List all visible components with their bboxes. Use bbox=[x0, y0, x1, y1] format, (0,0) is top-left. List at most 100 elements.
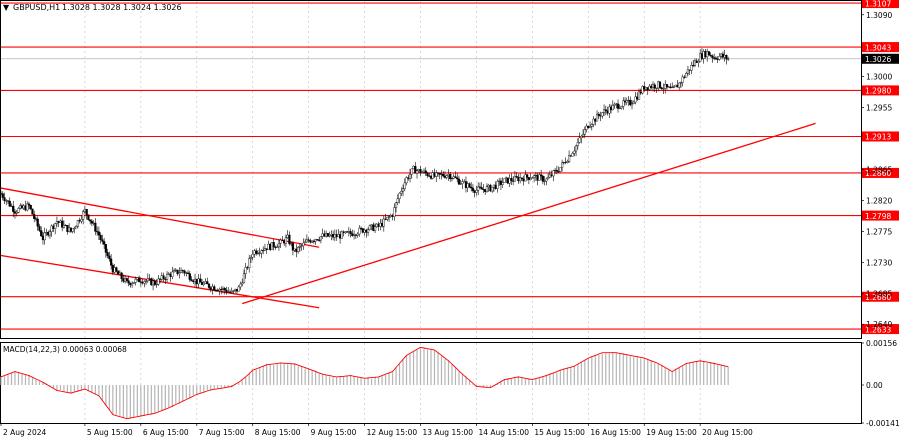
candle-body bbox=[90, 220, 93, 224]
candle-body bbox=[213, 286, 216, 291]
candle-body bbox=[508, 178, 511, 184]
candle-body bbox=[702, 51, 705, 59]
candle-body bbox=[59, 220, 62, 223]
level-tag bbox=[862, 85, 899, 96]
candle-body bbox=[347, 231, 350, 233]
time-tick-label: 16 Aug 15:00 bbox=[590, 428, 641, 437]
price-tick-label: 1.3000 bbox=[866, 73, 892, 82]
candle-body bbox=[111, 265, 114, 273]
candle-body bbox=[40, 230, 43, 237]
candle-body bbox=[438, 172, 441, 175]
price-tick-label: 1.2955 bbox=[866, 104, 892, 113]
candle-body bbox=[578, 137, 581, 143]
candle-body bbox=[230, 291, 233, 293]
price-axis: 1.3090 1.3000 1.2955 1.2865 1.2820 1.2775 1.27… bbox=[861, 11, 900, 428]
candle-body bbox=[48, 231, 52, 236]
candle-body bbox=[491, 186, 494, 192]
time-tick-label: 15 Aug 15:00 bbox=[534, 428, 585, 437]
candle-body bbox=[515, 176, 518, 178]
candle-body bbox=[389, 215, 392, 217]
candle-body bbox=[723, 54, 726, 58]
chart-ohlc-values: 1.3028 1.3028 1.3024 1.3026 bbox=[62, 3, 182, 12]
candle-body bbox=[379, 223, 382, 227]
candle-body bbox=[478, 186, 482, 188]
level-tag-label: 1.2633 bbox=[865, 325, 891, 334]
collapse-triangle-icon[interactable]: ▼ bbox=[3, 3, 10, 12]
candle-body bbox=[683, 76, 686, 78]
candle-body bbox=[345, 231, 349, 233]
candle-body bbox=[176, 269, 179, 275]
candle-body bbox=[288, 234, 291, 245]
candle-body bbox=[129, 282, 132, 286]
candle-body bbox=[339, 234, 342, 239]
candle-body bbox=[359, 227, 363, 229]
candle-body bbox=[244, 267, 247, 274]
candle-body bbox=[71, 228, 74, 232]
candle-body bbox=[498, 180, 501, 182]
candle-body bbox=[629, 99, 632, 106]
candle-body bbox=[566, 161, 569, 163]
candle-body bbox=[585, 125, 588, 130]
candle-body bbox=[588, 126, 592, 128]
candle-body bbox=[611, 105, 614, 111]
candle-body bbox=[0, 193, 3, 195]
candle-body bbox=[146, 278, 149, 282]
candle-body bbox=[608, 106, 611, 114]
candle-body bbox=[697, 61, 700, 64]
candle-body bbox=[648, 85, 651, 90]
candle-body bbox=[151, 280, 155, 286]
candle-body bbox=[344, 231, 347, 234]
level-tag-label: 1.2860 bbox=[865, 169, 891, 178]
candle-body bbox=[562, 161, 565, 164]
candle-body bbox=[496, 181, 499, 189]
current-price-label: 1.3026 bbox=[865, 55, 891, 64]
candle-body bbox=[653, 84, 656, 89]
candle-body bbox=[520, 177, 523, 180]
candle-body bbox=[36, 218, 39, 227]
main-plot-frame bbox=[0, 0, 862, 339]
candle-body bbox=[513, 176, 517, 182]
candle-body bbox=[394, 202, 398, 208]
price-tick-label: 1.3090 bbox=[866, 11, 892, 20]
time-tick-label: 9 Aug 15:00 bbox=[311, 428, 357, 437]
candle-body bbox=[595, 113, 599, 122]
candle-body bbox=[99, 234, 102, 240]
candle-body bbox=[68, 227, 71, 232]
candle-body bbox=[368, 225, 371, 230]
macd-tick-label: -0.00141 bbox=[866, 419, 900, 428]
candle-body bbox=[318, 239, 321, 241]
candle-body bbox=[417, 169, 420, 171]
candle-body bbox=[573, 150, 576, 154]
candle-body bbox=[24, 205, 27, 211]
candle-body bbox=[470, 186, 473, 189]
candle-body bbox=[567, 155, 571, 162]
time-tick-label: 20 Aug 15:00 bbox=[702, 428, 753, 437]
candle-body bbox=[484, 189, 487, 192]
candle-body bbox=[108, 255, 111, 260]
candle-body bbox=[639, 91, 642, 94]
horizontal-levels[interactable]: 1.3107 1.3043 1.2980 1.2913 1.2860 1.2798 1.26… bbox=[1, 0, 899, 334]
candle-body bbox=[295, 248, 298, 253]
candle-body bbox=[571, 153, 574, 157]
candle-body bbox=[688, 69, 691, 71]
candle-body bbox=[276, 246, 279, 248]
candle-body bbox=[10, 205, 13, 207]
candle-body bbox=[228, 291, 232, 293]
time-tick-label: 5 Aug 15:00 bbox=[87, 428, 133, 437]
candle-body bbox=[216, 289, 219, 292]
candle-body bbox=[405, 177, 408, 184]
level-tag-label: 1.2913 bbox=[865, 133, 891, 142]
candle-body bbox=[340, 231, 343, 239]
candle-body bbox=[700, 53, 704, 59]
candle-body bbox=[559, 167, 562, 172]
candle-body bbox=[251, 254, 254, 258]
current-price-tag bbox=[862, 53, 899, 64]
candle-body bbox=[414, 166, 417, 174]
time-tick-label: 7 Aug 15:00 bbox=[199, 428, 245, 437]
candle-body bbox=[307, 239, 310, 241]
level-tag bbox=[862, 0, 899, 9]
candle-body bbox=[651, 84, 655, 88]
level-tag bbox=[862, 131, 899, 142]
candle-body bbox=[237, 286, 240, 292]
